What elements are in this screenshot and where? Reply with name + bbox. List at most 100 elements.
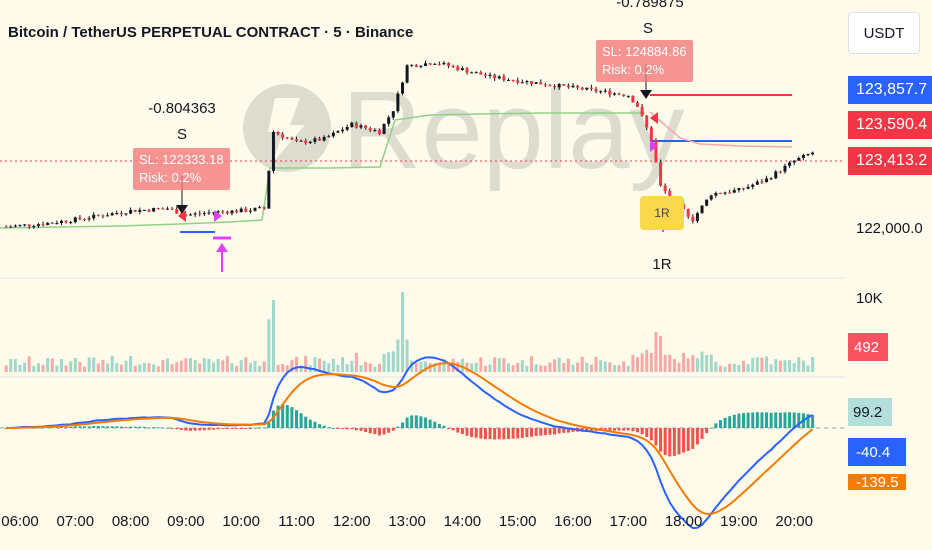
candle-body: [133, 209, 137, 212]
volume-bar: [253, 360, 257, 372]
volume-bar: [133, 365, 137, 372]
candle-body: [59, 220, 63, 224]
macd-hist-bar: [368, 428, 372, 434]
macd-hist-bar: [645, 428, 649, 437]
volume-bar: [322, 360, 326, 372]
candle-body: [290, 138, 294, 140]
time-tick-label: 15:00: [498, 513, 537, 530]
volume-bar: [313, 357, 317, 372]
symbol-title[interactable]: Bitcoin / TetherUS PERPETUAL CONTRACT · …: [8, 24, 414, 41]
volume-bar: [304, 355, 308, 372]
volume-bar: [626, 365, 630, 372]
volume-bar: [612, 365, 616, 372]
volume-bar: [96, 363, 100, 372]
candle-body: [599, 91, 603, 93]
volume-bar: [4, 365, 8, 372]
watermark-logo-icon: [243, 84, 331, 172]
volume-bar: [78, 361, 82, 372]
time-tick-label: 16:00: [554, 513, 592, 530]
volume-bar: [732, 363, 736, 372]
macd-hist-bar: [447, 428, 451, 429]
target-marker-1[interactable]: [213, 236, 231, 272]
volume-bar: [682, 352, 686, 372]
candle-body: [13, 225, 17, 227]
macd-hist-bar: [124, 426, 128, 428]
volume-bar: [290, 360, 294, 372]
macd-hist-bar: [608, 428, 612, 431]
time-tick-label: 06:00: [1, 513, 39, 530]
candle-body: [589, 87, 593, 89]
volume-bar: [433, 363, 437, 372]
candle-body: [175, 209, 179, 214]
macd-hist-bar: [405, 417, 409, 428]
volume-bar: [212, 362, 216, 372]
macd-hist-bar: [83, 426, 87, 428]
volume-bar: [631, 354, 635, 372]
macd-hist-bar: [811, 415, 815, 428]
signal-info-box-2[interactable]: SL: 124884.86 Risk: 0.2%: [596, 40, 693, 82]
time-tick-label: 07:00: [56, 513, 95, 530]
volume-bar: [170, 363, 174, 372]
candle-body: [414, 64, 418, 67]
macd-hist-bar: [290, 407, 294, 428]
volume-bar: [110, 355, 114, 372]
volume-bar: [239, 360, 243, 372]
volume-bar: [327, 363, 331, 372]
volume-bar: [608, 362, 612, 372]
candle-body: [142, 209, 146, 211]
macd-hist-bar: [73, 426, 77, 428]
volume-bar: [193, 360, 197, 372]
candle-body: [548, 85, 552, 87]
volume-bar: [589, 364, 593, 372]
volume-bar: [364, 361, 368, 372]
volume-bar: [32, 365, 36, 372]
volume-bar: [603, 361, 607, 372]
volume-bar: [672, 359, 676, 372]
candle-body: [451, 65, 455, 67]
macd-signal-line: [6, 362, 814, 515]
signal-info-box-1[interactable]: SL: 122333.18 Risk: 0.2%: [133, 148, 230, 190]
volume-bar: [760, 357, 764, 372]
candle-body: [566, 85, 570, 88]
macd-hist-bar: [115, 426, 119, 428]
volume-bar: [318, 358, 322, 372]
volume-bar: [271, 300, 275, 372]
volume-bar: [368, 363, 372, 372]
candle-body: [419, 65, 423, 67]
macd-hist-bar: [742, 413, 746, 428]
macd-hist-bar: [760, 412, 764, 428]
candle-body: [327, 136, 331, 138]
volume-bar: [55, 365, 59, 372]
macd-hist-bar: [419, 416, 423, 428]
target-box[interactable]: 1R: [640, 196, 684, 230]
macd-hist-bar: [189, 428, 193, 431]
volume-bar: [175, 362, 179, 372]
volume-bar: [460, 358, 464, 372]
candle-body: [765, 178, 769, 183]
candle-body: [502, 76, 506, 81]
candle-body: [271, 131, 275, 171]
candle-body: [470, 72, 474, 74]
candle-body: [571, 85, 575, 88]
macd-hist-bar: [797, 412, 801, 428]
macd-hist-bar: [133, 426, 137, 428]
macd-hist-bar: [553, 428, 557, 435]
macd-hist-bar: [516, 428, 520, 439]
macd-hist-bar: [566, 428, 570, 433]
macd-hist-bar: [424, 417, 428, 428]
candle-body: [774, 171, 778, 179]
volume-bar: [769, 364, 773, 372]
candle-body: [308, 141, 312, 144]
candle-body: [364, 125, 368, 129]
candle-body: [165, 208, 169, 210]
macd-hist-bar: [267, 420, 271, 428]
candle-body: [705, 199, 709, 206]
entry-marker-1[interactable]: [176, 176, 222, 222]
candle-body: [156, 208, 160, 210]
volume-bar: [709, 354, 713, 372]
macd-hist-bar: [119, 426, 123, 428]
signal-side-1: S: [176, 126, 188, 143]
macd-hist-bar: [359, 428, 363, 431]
currency-selector[interactable]: USDT: [848, 12, 920, 54]
